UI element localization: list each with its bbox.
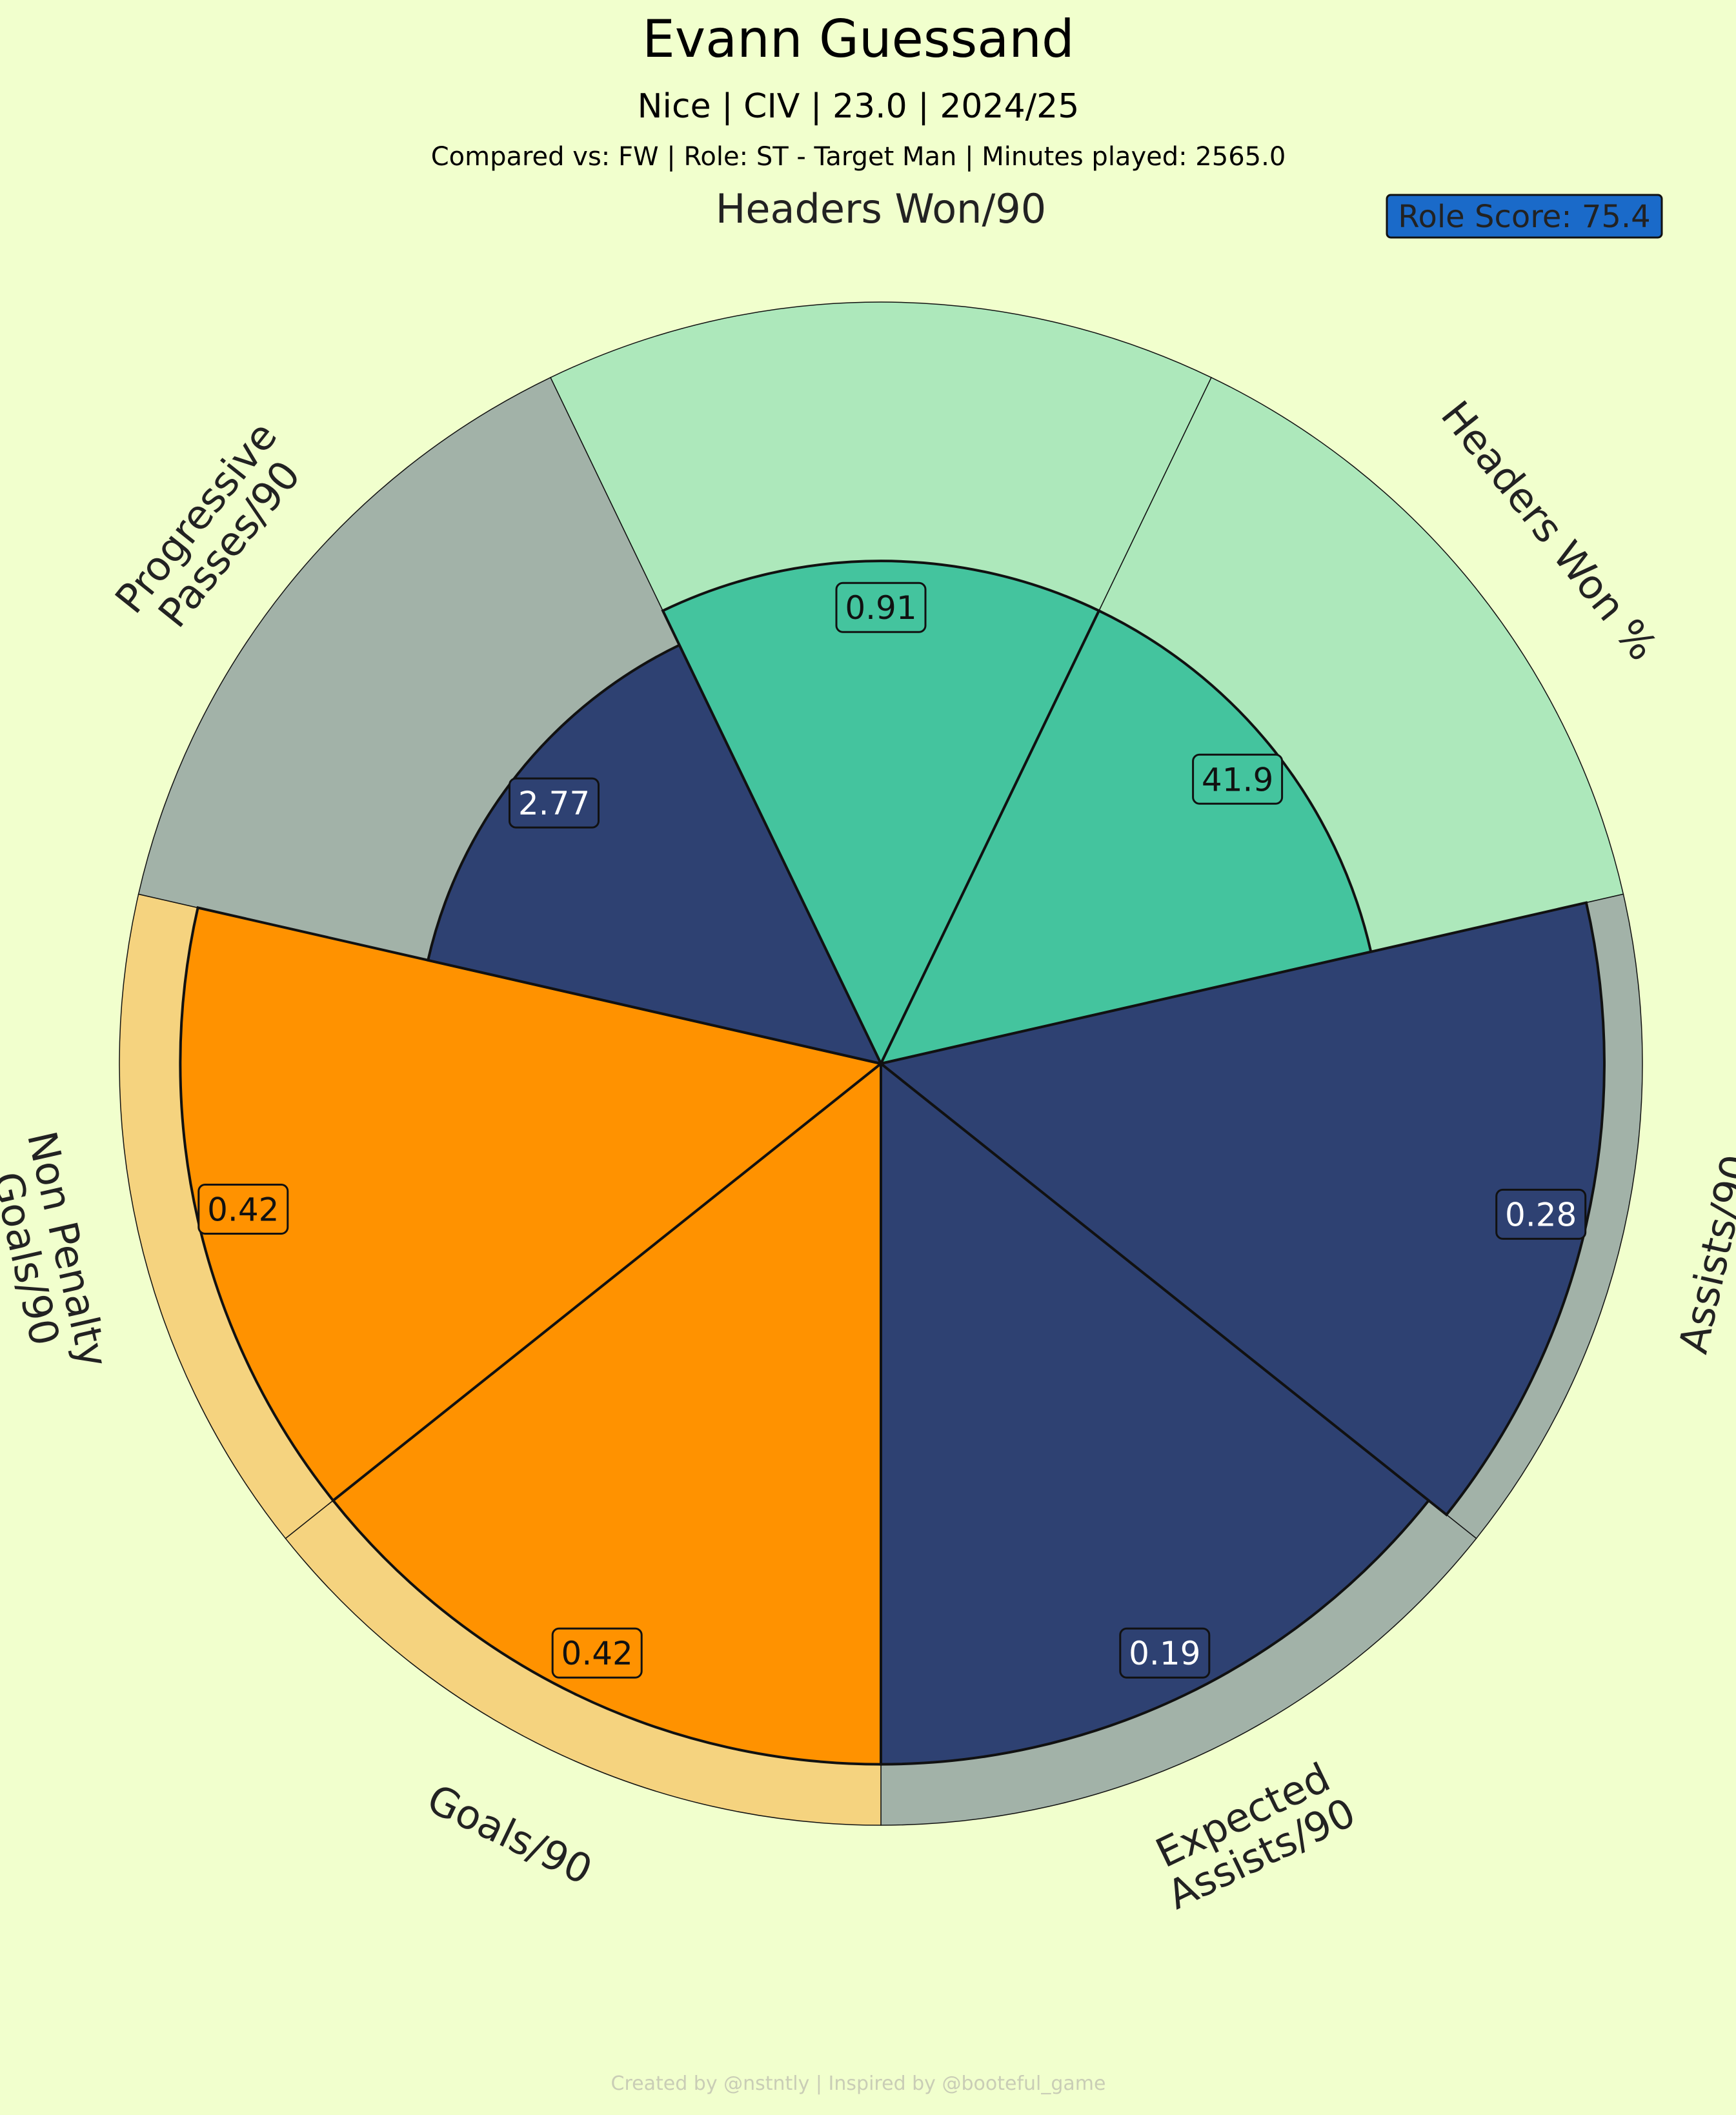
value-label-box bbox=[1192, 753, 1284, 805]
value-wedge-progressive-passes-90 bbox=[426, 643, 883, 1066]
value-label-headers-won: 41.9 bbox=[1192, 753, 1284, 805]
value-label-text: 0.42 bbox=[561, 1635, 633, 1672]
value-label-text: 41.9 bbox=[1202, 761, 1273, 798]
category-label-assists-90: Assists/90 bbox=[1670, 1150, 1736, 1357]
player-subtitle: Nice | CIV | 23.0 | 2024/25 bbox=[638, 87, 1080, 126]
comparison-info: Compared vs: FW | Role: ST - Target Man … bbox=[431, 142, 1286, 172]
value-label-text: 2.77 bbox=[518, 785, 590, 822]
category-label-expected-assists-90: ExpectedAssists/90 bbox=[1142, 1750, 1362, 1919]
value-wedge-expected-assists-90 bbox=[880, 1060, 1431, 1766]
value-label-text: 0.91 bbox=[845, 589, 916, 627]
value-label-headers-won-90: 0.91 bbox=[835, 582, 927, 633]
footer-credit: Created by @nstntly | Inspired by @boote… bbox=[611, 2072, 1106, 2095]
value-label-text: 0.42 bbox=[207, 1191, 279, 1229]
category-label-non-penalty-goals-90: Non PenaltyGoals/90 bbox=[0, 1127, 117, 1381]
value-label-goals-90: 0.42 bbox=[551, 1627, 643, 1679]
value-label-box bbox=[551, 1627, 643, 1679]
value-wedges bbox=[179, 560, 1606, 1766]
role-score-box bbox=[1386, 194, 1663, 239]
value-label-expected-assists-90: 0.19 bbox=[1119, 1627, 1211, 1679]
value-label-progressive-passes-90: 2.77 bbox=[509, 777, 600, 829]
role-score-badge: Role Score: 75.4 bbox=[1386, 194, 1663, 239]
value-label-box bbox=[197, 1184, 289, 1235]
value-label-box bbox=[509, 777, 600, 829]
player-name-title: Evann Guessand bbox=[642, 9, 1075, 69]
role-score-text: Role Score: 75.4 bbox=[1398, 199, 1650, 235]
category-label-goals-90: Goals/90 bbox=[420, 1775, 600, 1894]
category-label-headers-won-90: Headers Won/90 bbox=[716, 185, 1046, 232]
value-wedge-headers-won-90 bbox=[661, 560, 1101, 1067]
value-wedge-goals-90 bbox=[331, 1060, 882, 1766]
value-wedge-headers-won bbox=[878, 609, 1373, 1066]
value-label-text: 0.19 bbox=[1129, 1635, 1200, 1672]
value-label-box bbox=[1495, 1188, 1587, 1240]
value-label-non-penalty-goals-90: 0.42 bbox=[197, 1184, 289, 1235]
value-label-box bbox=[1119, 1627, 1211, 1679]
value-label-box bbox=[835, 582, 927, 633]
value-label-text: 0.28 bbox=[1505, 1196, 1577, 1233]
value-label-assists-90: 0.28 bbox=[1495, 1188, 1587, 1240]
value-labels: 0.91 41.9 0.28 0.19 0.42 0.42 2.77 bbox=[197, 582, 1587, 1679]
